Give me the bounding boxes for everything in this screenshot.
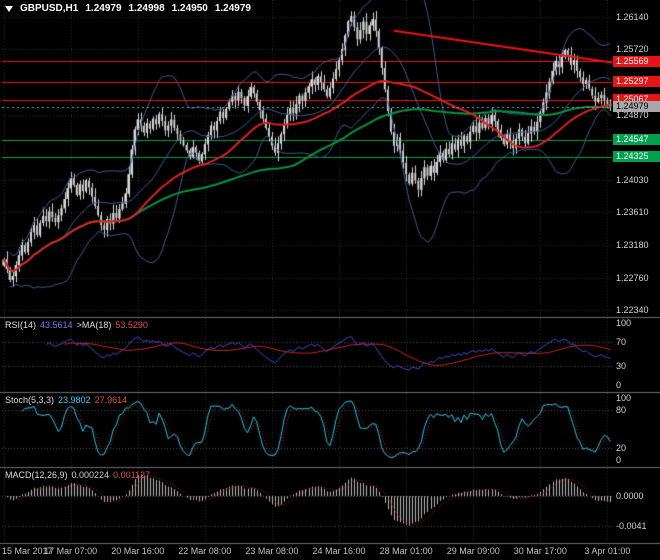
forex-chart-window: GBPUSD,H1 1.24979 1.24998 1.24950 1.2497… xyxy=(0,0,660,560)
price-chart-canvas[interactable] xyxy=(0,0,660,560)
